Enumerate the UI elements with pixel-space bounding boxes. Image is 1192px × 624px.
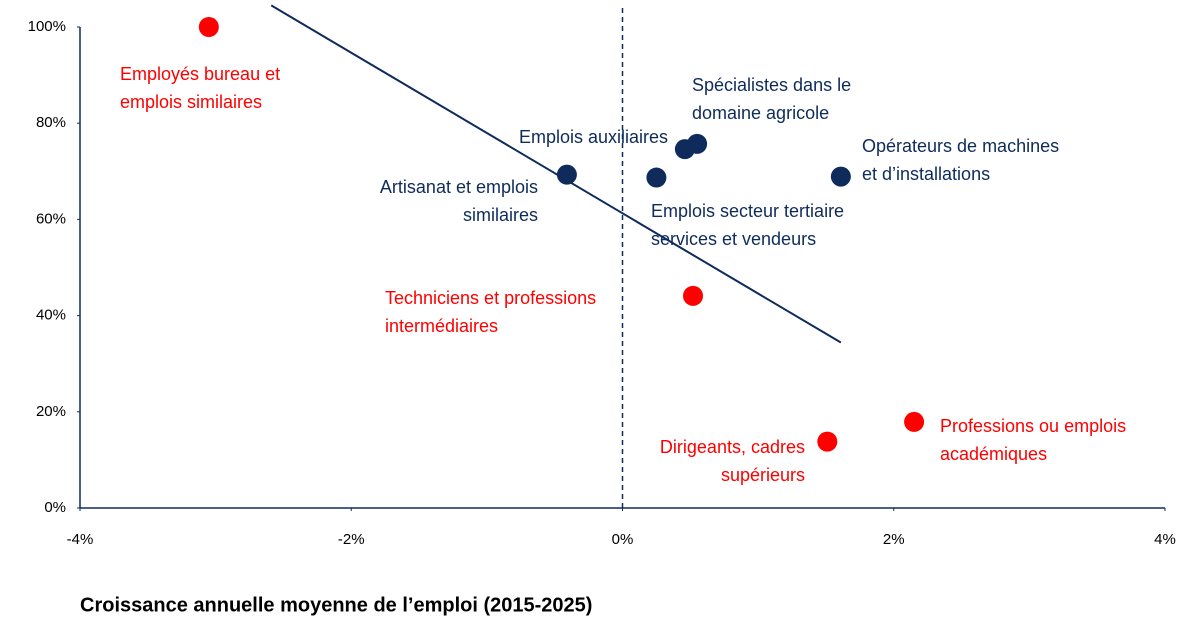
point-label: académiques xyxy=(940,444,1047,464)
x-tick-label: -2% xyxy=(338,531,365,548)
point-label: emplois similaires xyxy=(120,92,262,112)
point xyxy=(830,166,851,187)
point-label: Professions ou emplois xyxy=(940,416,1126,436)
x-axis-label: Croissance annuelle moyenne de l’emploi … xyxy=(80,594,592,616)
point-label: Employés bureau et xyxy=(120,64,280,84)
point-label: Dirigeants, cadres xyxy=(660,437,805,457)
point xyxy=(556,164,577,185)
point xyxy=(646,167,667,188)
point xyxy=(904,411,925,432)
y-tick-label: 100% xyxy=(28,18,66,35)
point xyxy=(687,133,708,154)
x-tick-label: 0% xyxy=(612,531,634,548)
x-tick-label: -4% xyxy=(67,531,94,548)
point-label: et d’installations xyxy=(862,164,990,184)
point-label: intermédiaires xyxy=(385,316,498,336)
y-tick-label: 80% xyxy=(36,114,66,131)
x-tick-label: 4% xyxy=(1154,531,1176,548)
point-label: Spécialistes dans le xyxy=(692,75,851,95)
point-label: Opérateurs de machines xyxy=(862,136,1059,156)
trend-line xyxy=(270,4,842,344)
point-label: Emplois secteur tertiaire xyxy=(651,201,844,221)
y-tick-label: 60% xyxy=(36,210,66,227)
point-label: services et vendeurs xyxy=(651,229,816,249)
y-tick-label: 20% xyxy=(36,403,66,420)
point xyxy=(683,285,704,306)
point xyxy=(198,17,219,37)
point-label: Artisanat et emplois xyxy=(380,177,538,197)
x-tick-label: 2% xyxy=(883,531,905,548)
point-label: Techniciens et professions xyxy=(385,288,596,308)
y-tick-label: 40% xyxy=(36,307,66,324)
y-tick-label: 0% xyxy=(44,499,66,516)
point-label: Emplois auxiliaires xyxy=(519,127,668,147)
point-label: domaine agricole xyxy=(692,103,829,123)
point-label: similaires xyxy=(463,205,538,225)
point-label: supérieurs xyxy=(721,465,805,485)
point xyxy=(817,431,838,452)
